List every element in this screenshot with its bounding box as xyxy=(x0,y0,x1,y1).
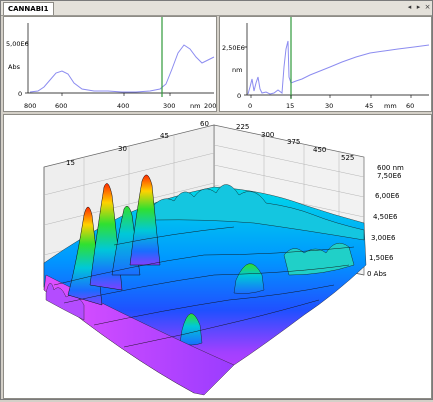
x-unit: mm xyxy=(384,102,397,110)
abs-tick-7-5e6: 7,50E6 xyxy=(377,172,402,180)
y-tick-0: 0 xyxy=(237,92,241,100)
chromatogram-panel[interactable]: 2,50E6 nm 0 0 15 30 45 mm 60 xyxy=(219,16,432,112)
x-edge-label: 800 xyxy=(24,102,36,110)
document-tab-bar: CANNABI1 ◂ ▸ × xyxy=(1,1,432,16)
abs-tick-0: 0 Abs xyxy=(367,270,387,278)
x-unit: nm xyxy=(190,102,200,110)
tab-cannabi1[interactable]: CANNABI1 xyxy=(3,2,54,15)
abs-tick-6e6: 6,00E6 xyxy=(375,192,400,200)
x-tick-0: 0 xyxy=(248,102,252,110)
y-tick-5e6: 5,00E6 xyxy=(6,40,29,48)
y-tick-2-5e6: 2,50E6 xyxy=(222,44,245,52)
y-axis-unit: nm xyxy=(232,66,242,74)
x-tick-400: 400 xyxy=(117,102,129,110)
chromatogram-line xyxy=(247,40,430,95)
uv-spectrum-panel[interactable]: 5,00E6 Abs 0 800 600 400 300 nm 200 xyxy=(3,16,217,112)
wavelength-tick-525: 525 xyxy=(341,154,354,162)
time-tick-45: 45 xyxy=(160,132,169,140)
back-ridge xyxy=(153,184,365,241)
wavelength-tick-450: 450 xyxy=(313,146,326,154)
front-ridge xyxy=(45,283,85,321)
wavelength-tick-225: 225 xyxy=(236,123,249,131)
x-tick-600: 600 xyxy=(55,102,67,110)
close-icon[interactable]: × xyxy=(424,3,431,11)
scroll-right-icon[interactable]: ▸ xyxy=(416,3,421,11)
uv-spectrum-line xyxy=(29,44,215,93)
x-tick-60: 60 xyxy=(406,102,414,110)
time-tick-15: 15 xyxy=(66,159,75,167)
abs-tick-3e6: 3,00E6 xyxy=(371,234,396,242)
x-tick-30: 30 xyxy=(325,102,333,110)
time-tick-60: 60 xyxy=(200,120,209,128)
x-tick-15: 15 xyxy=(286,102,294,110)
wavelength-tick-300: 300 xyxy=(261,131,274,139)
surface-3d-plot: 15 30 45 60 225 300 375 450 525 600 nm 7… xyxy=(43,120,404,396)
wavelength-tick-375: 375 xyxy=(287,138,300,146)
surface-3d-panel[interactable]: 15 30 45 60 225 300 375 450 525 600 nm 7… xyxy=(3,114,432,399)
peak-4 xyxy=(129,174,161,266)
wavelength-tick-600: 600 nm xyxy=(377,164,404,172)
right-bumps xyxy=(283,242,355,276)
scroll-left-icon[interactable]: ◂ xyxy=(407,3,412,11)
x-tick-200: 200 xyxy=(204,102,216,110)
abs-tick-1-5e6: 1,50E6 xyxy=(369,254,394,262)
y-tick-0: 0 xyxy=(18,90,22,98)
y-axis-unit: Abs xyxy=(8,63,21,71)
abs-tick-4-5e6: 4,50E6 xyxy=(373,213,398,221)
uv-spectrum-plot: 5,00E6 Abs 0 800 600 400 300 nm 200 xyxy=(6,17,216,110)
x-tick-300: 300 xyxy=(163,102,175,110)
time-tick-30: 30 xyxy=(118,145,127,153)
mid-bump xyxy=(233,263,265,294)
chromatogram-plot: 2,50E6 nm 0 0 15 30 45 mm 60 xyxy=(222,17,430,110)
x-tick-45: 45 xyxy=(365,102,373,110)
contour-lines xyxy=(53,226,355,348)
